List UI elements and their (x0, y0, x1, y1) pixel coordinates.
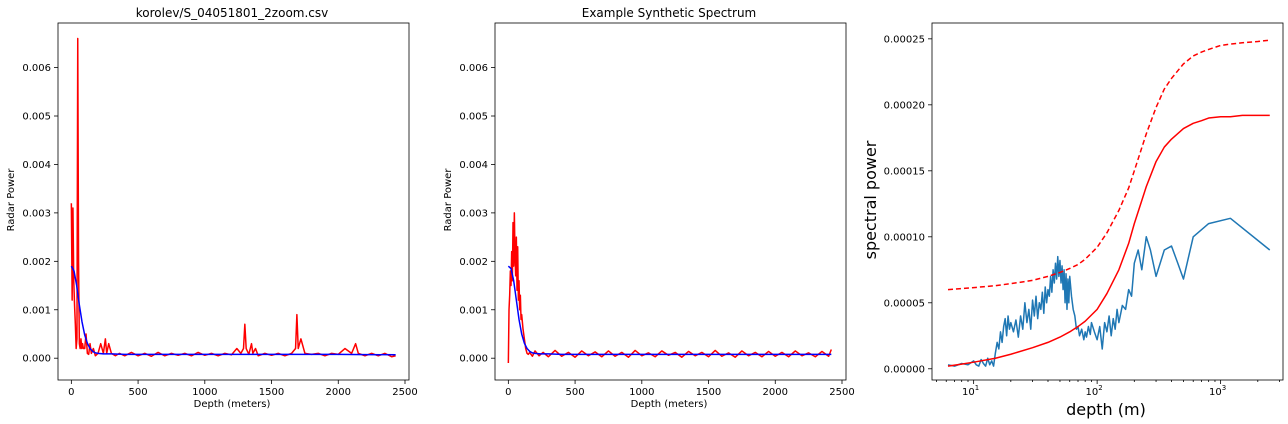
panel-1-x-tick-label: 1000 (192, 387, 217, 398)
panel-3-y-tick-label: 0.00025 (884, 34, 925, 45)
panel-2-series-2-line (507, 265, 832, 356)
panel-1-series-group (70, 37, 396, 358)
panel-3-x-axis-label: depth (m) (1066, 400, 1146, 419)
panel-2-y-tick-label: 0.004 (459, 160, 488, 171)
panel-3-series-group (947, 39, 1271, 367)
panel-3-x-tick-exponent: 1 (975, 384, 979, 392)
panel-1-x-axis-label: Depth (meters) (194, 399, 271, 410)
panel-3-series-3-line (947, 39, 1270, 291)
panel-1-x-tick-label: 1500 (259, 387, 284, 398)
panel-3-x-tick-exponent: 2 (1098, 384, 1102, 392)
panel-3-x-tick-label: 102 (1086, 384, 1103, 398)
panel-2-y-tick-label: 0.000 (459, 354, 488, 365)
panel-3: depth (m) spectral power 101 102 103 0.0000… (861, 22, 1284, 419)
panel-3-y-tick-label: 0.00015 (884, 166, 925, 177)
panel-3-series-2-line (947, 114, 1270, 367)
panel-1-x-tick-label: 2000 (326, 387, 351, 398)
panel-3-y-tick-label: 0.00010 (884, 232, 925, 243)
panel-1-x-tick-label: 500 (129, 387, 148, 398)
panel-2-axes-frame (494, 22, 847, 381)
panel-2-y-tick-label: 0.005 (459, 112, 488, 123)
panel-1-y-tick-label: 0.000 (22, 354, 51, 365)
panel-3-x-tick-label: 103 (1209, 384, 1226, 398)
panel-3-y-axis-label: spectral power (861, 140, 880, 259)
panel-2-y-tick-label: 0.002 (459, 257, 488, 268)
panel-3-y-tick-label: 0.00020 (884, 100, 925, 111)
panel-2-y-tick-label: 0.001 (459, 305, 488, 316)
panel-2-x-axis-label: Depth (meters) (631, 399, 708, 410)
panel-1-y-tick-label: 0.004 (22, 160, 51, 171)
panel-2-plot-area: 0 500 1000 1500 2000 2500 0.000 0.001 0.002 0.003… (459, 22, 855, 398)
panel-1-y-tick-label: 0.005 (22, 112, 51, 123)
panel-1-x-tick-label: 2500 (392, 387, 417, 398)
panel-1-y-tick-label: 0.002 (22, 257, 51, 268)
panel-2-title: Example Synthetic Spectrum (582, 6, 757, 20)
panel-1-title: korolev/S_04051801_2zoom.csv (136, 6, 329, 20)
panel-1-x-tick-label: 0 (68, 387, 74, 398)
panel-2-y-tick-label: 0.006 (459, 63, 488, 74)
panel-1-plot-area: 0 500 1000 1500 2000 2500 0.000 0.001 0.002 0.003… (22, 22, 418, 398)
panel-3-series-1-line (947, 217, 1271, 367)
panel-3-axes-frame (931, 22, 1284, 381)
panel-2-y-tick-label: 0.003 (459, 208, 488, 219)
panel-1-y-tick-label: 0.006 (22, 63, 51, 74)
panel-1-series-1-line (70, 37, 396, 358)
panel-1-series-2-line (70, 265, 396, 356)
panel-2-series-group (507, 212, 833, 364)
panel-2-y-axis-label: Radar Power (443, 168, 454, 232)
panel-2-x-tick-label: 0 (505, 387, 511, 398)
panel-2-x-tick-label: 1500 (696, 387, 721, 398)
panel-3-y-tick-label: 0.00005 (884, 298, 925, 309)
panel-1-y-axis-label: Radar Power (6, 168, 17, 232)
panel-3-plot-area: 101 102 103 0.00000 0.00005 0.00010 0.00015 0.0… (884, 22, 1284, 398)
panel-2-x-tick-label: 2500 (829, 387, 854, 398)
panel-2: Example Synthetic Spectrum Depth (meters… (443, 6, 855, 410)
panel-1-y-tick-label: 0.003 (22, 208, 51, 219)
panel-3-y-tick-label: 0.00000 (884, 364, 925, 375)
panel-2-x-tick-label: 2000 (763, 387, 788, 398)
panel-2-x-tick-label: 1000 (629, 387, 654, 398)
panel-1: korolev/S_04051801_2zoom.csv Depth (mete… (6, 6, 418, 410)
panel-1-y-tick-label: 0.001 (22, 305, 51, 316)
panel-3-x-tick-label: 101 (962, 384, 979, 398)
panel-3-x-tick-exponent: 3 (1222, 384, 1226, 392)
panel-1-axes-frame (57, 22, 410, 381)
panel-2-x-tick-label: 500 (566, 387, 585, 398)
panel-2-series-1-line (507, 212, 833, 364)
